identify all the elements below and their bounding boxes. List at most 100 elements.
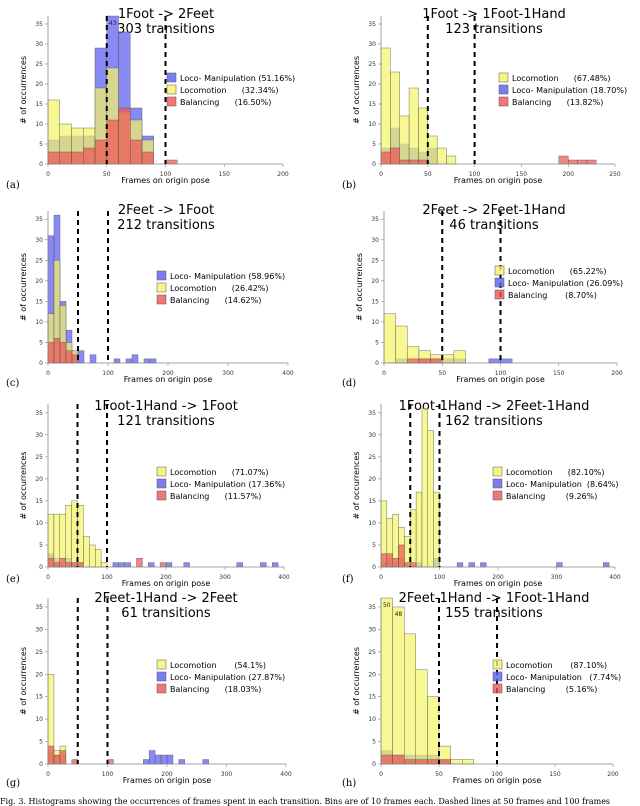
- x-axis-label: Frames on origin pose: [454, 579, 543, 588]
- histogram-bar: [398, 544, 405, 568]
- y-tick-label: 5: [375, 339, 379, 346]
- histogram-bar: [202, 759, 209, 765]
- y-tick-label: 30: [35, 626, 43, 633]
- x-tick-label: 0: [379, 171, 383, 178]
- x-tick-label: 100: [491, 771, 503, 778]
- histogram-bar: [421, 408, 429, 568]
- histogram-bar: [160, 754, 168, 765]
- histogram-bar: [380, 553, 388, 568]
- x-tick-label: 250: [609, 171, 621, 178]
- chart-subtitle: 162 transitions: [445, 414, 543, 429]
- histogram-bar: [272, 562, 279, 568]
- y-tick-label: 10: [368, 520, 376, 527]
- histogram-bar: [53, 562, 61, 568]
- histogram-bar: [500, 358, 513, 364]
- y-tick-label: 10: [35, 716, 43, 723]
- legend-swatch: [156, 282, 167, 293]
- chart-title: 2Feet-1Hand -> 1Foot-1Hand: [399, 591, 590, 606]
- histogram-bar: [586, 159, 597, 165]
- legend-swatch: [156, 683, 167, 694]
- histogram-bar: [480, 562, 487, 568]
- x-tick-label: 400: [282, 370, 294, 377]
- x-tick-label: 300: [221, 771, 233, 778]
- legend-swatch: [492, 659, 503, 670]
- y-tick-label: 15: [368, 498, 376, 505]
- x-tick-label: 300: [551, 574, 563, 581]
- y-tick-label: 0: [39, 761, 43, 768]
- histogram-bar: [65, 505, 72, 568]
- legend-swatch: [498, 72, 509, 83]
- histogram-bar: [418, 107, 429, 165]
- histogram-bar: [236, 562, 243, 568]
- y-axis-label: # of occurrences: [352, 451, 361, 519]
- histogram-bar: [442, 354, 455, 364]
- legend-swatch: [156, 466, 167, 477]
- histogram-bar: [65, 350, 73, 364]
- x-tick-label: 400: [609, 574, 621, 581]
- x-tick-label: 300: [222, 370, 234, 377]
- x-axis-label: Frames on origin pose: [454, 176, 543, 185]
- y-tick-label: 25: [35, 649, 43, 656]
- histogram-bar: [141, 151, 154, 165]
- chart-subtitle: 121 transitions: [117, 414, 215, 429]
- legend-entry: Balancing (11.57%): [170, 492, 261, 501]
- histogram-bar: [380, 151, 391, 165]
- chart-subtitle: 61 transitions: [121, 606, 211, 621]
- histogram-bar: [118, 562, 125, 568]
- histogram-bar: [399, 159, 410, 165]
- histogram-bar: [427, 759, 440, 765]
- y-tick-label: 10: [368, 121, 376, 128]
- histogram-bar: [395, 325, 408, 364]
- legend-swatch: [492, 490, 503, 501]
- y-tick-label: 0: [375, 360, 379, 367]
- histogram-bar: [118, 107, 131, 165]
- x-tick-label: 150: [219, 171, 231, 178]
- y-tick-label: 35: [35, 216, 43, 223]
- panel-label: (a): [6, 180, 20, 191]
- chart-subtitle: 46 transitions: [449, 218, 539, 233]
- histogram-bar: [53, 513, 61, 568]
- y-tick-label: 25: [368, 649, 376, 656]
- y-tick-label: 20: [35, 476, 43, 483]
- histogram-bar: [183, 562, 190, 568]
- histogram-bar: [415, 759, 428, 765]
- chart-title: 1Foot-1Hand -> 1Foot: [94, 399, 238, 414]
- histogram-bar: [143, 358, 151, 364]
- chart-title: 2Feet-1Hand -> 2Feet: [94, 591, 237, 606]
- y-tick-label: 30: [368, 432, 376, 439]
- histogram-bar: [418, 159, 429, 165]
- y-tick-label: 20: [368, 671, 376, 678]
- histogram-bar: [415, 669, 428, 765]
- y-tick-label: 20: [35, 671, 43, 678]
- legend-entry: Balancing (13.82%): [512, 98, 603, 107]
- x-axis-label: Frames on origin pose: [453, 776, 542, 785]
- legend-swatch: [156, 490, 167, 501]
- x-axis-label: Frames on origin pose: [456, 375, 545, 384]
- histogram-bar: [131, 354, 139, 364]
- x-tick-label: 50: [103, 171, 111, 178]
- histogram-bar: [136, 557, 143, 568]
- y-tick-label: 0: [39, 360, 43, 367]
- histogram-bar: [165, 562, 173, 568]
- y-tick-label: 5: [372, 141, 376, 148]
- x-tick-label: 200: [562, 171, 574, 178]
- histogram-bar: [436, 147, 447, 165]
- histogram-bar: [392, 754, 405, 765]
- histogram-bar: [488, 358, 501, 364]
- histogram-bar: [53, 338, 61, 364]
- legend-entry: Locomotion (67.48%): [512, 74, 611, 83]
- histogram-bar: [106, 119, 119, 165]
- histogram-bar: [113, 358, 121, 364]
- histogram-bar: [404, 633, 417, 765]
- histogram-bar: [166, 754, 174, 765]
- legend-entry: Locomotion (26.42%): [170, 284, 269, 293]
- histogram-bar: [148, 750, 156, 765]
- y-tick-label: 35: [368, 21, 376, 28]
- y-tick-label: 0: [372, 161, 376, 168]
- x-tick-label: 0: [379, 771, 383, 778]
- histogram-bar: [404, 759, 417, 765]
- y-tick-label: 10: [35, 520, 43, 527]
- legend-swatch: [492, 478, 503, 489]
- x-tick-label: 50: [438, 370, 446, 377]
